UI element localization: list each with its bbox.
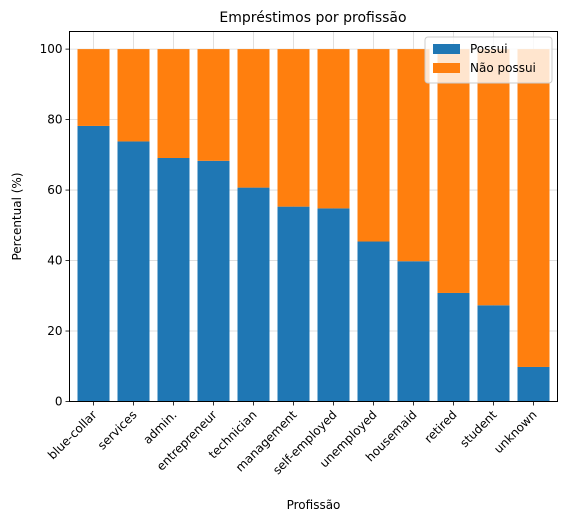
bar-nao-possui (277, 49, 310, 207)
bar-nao-possui (157, 49, 190, 159)
bar-nao-possui (357, 49, 390, 242)
bar-possui (117, 141, 150, 402)
legend-swatch (433, 63, 460, 73)
bar-possui (157, 158, 190, 402)
legend-label: Possui (470, 42, 508, 56)
bar-possui (277, 206, 310, 402)
bar-nao-possui (477, 49, 510, 306)
bars (77, 49, 550, 402)
bar-possui (357, 241, 390, 402)
bar-nao-possui (117, 49, 150, 142)
y-axis: 0 20 40 60 80 100 (40, 42, 70, 409)
bar-possui (517, 366, 550, 402)
y-axis-title: Percentual (%) (10, 172, 24, 260)
plot-frame (69, 31, 558, 402)
chart-title: Empréstimos por profissão (219, 10, 406, 26)
bar-possui (197, 160, 230, 402)
x-axis-title: Profissão (287, 498, 341, 512)
y-tick-label: 80 (47, 113, 62, 127)
y-tick-label: 60 (47, 183, 62, 197)
bar-possui (317, 208, 350, 402)
y-tick-label: 40 (47, 254, 62, 268)
bar-possui (237, 187, 270, 402)
bar-possui (77, 125, 110, 402)
legend: Possui Não possui (424, 36, 553, 84)
bar-nao-possui (397, 49, 430, 262)
bar-nao-possui (437, 49, 470, 293)
bar-nao-possui (517, 49, 550, 367)
legend-label: Não possui (470, 61, 536, 75)
bar-nao-possui (317, 49, 350, 209)
legend-swatch (433, 44, 460, 54)
y-tick-label: 100 (40, 42, 63, 56)
bar-possui (477, 305, 510, 402)
bar-nao-possui (237, 49, 270, 188)
bar-possui (437, 292, 470, 402)
y-tick-label: 20 (47, 324, 62, 338)
y-tick-label: 0 (55, 395, 63, 409)
bar-nao-possui (197, 49, 230, 161)
bar-possui (397, 261, 430, 402)
bar-nao-possui (77, 49, 110, 126)
